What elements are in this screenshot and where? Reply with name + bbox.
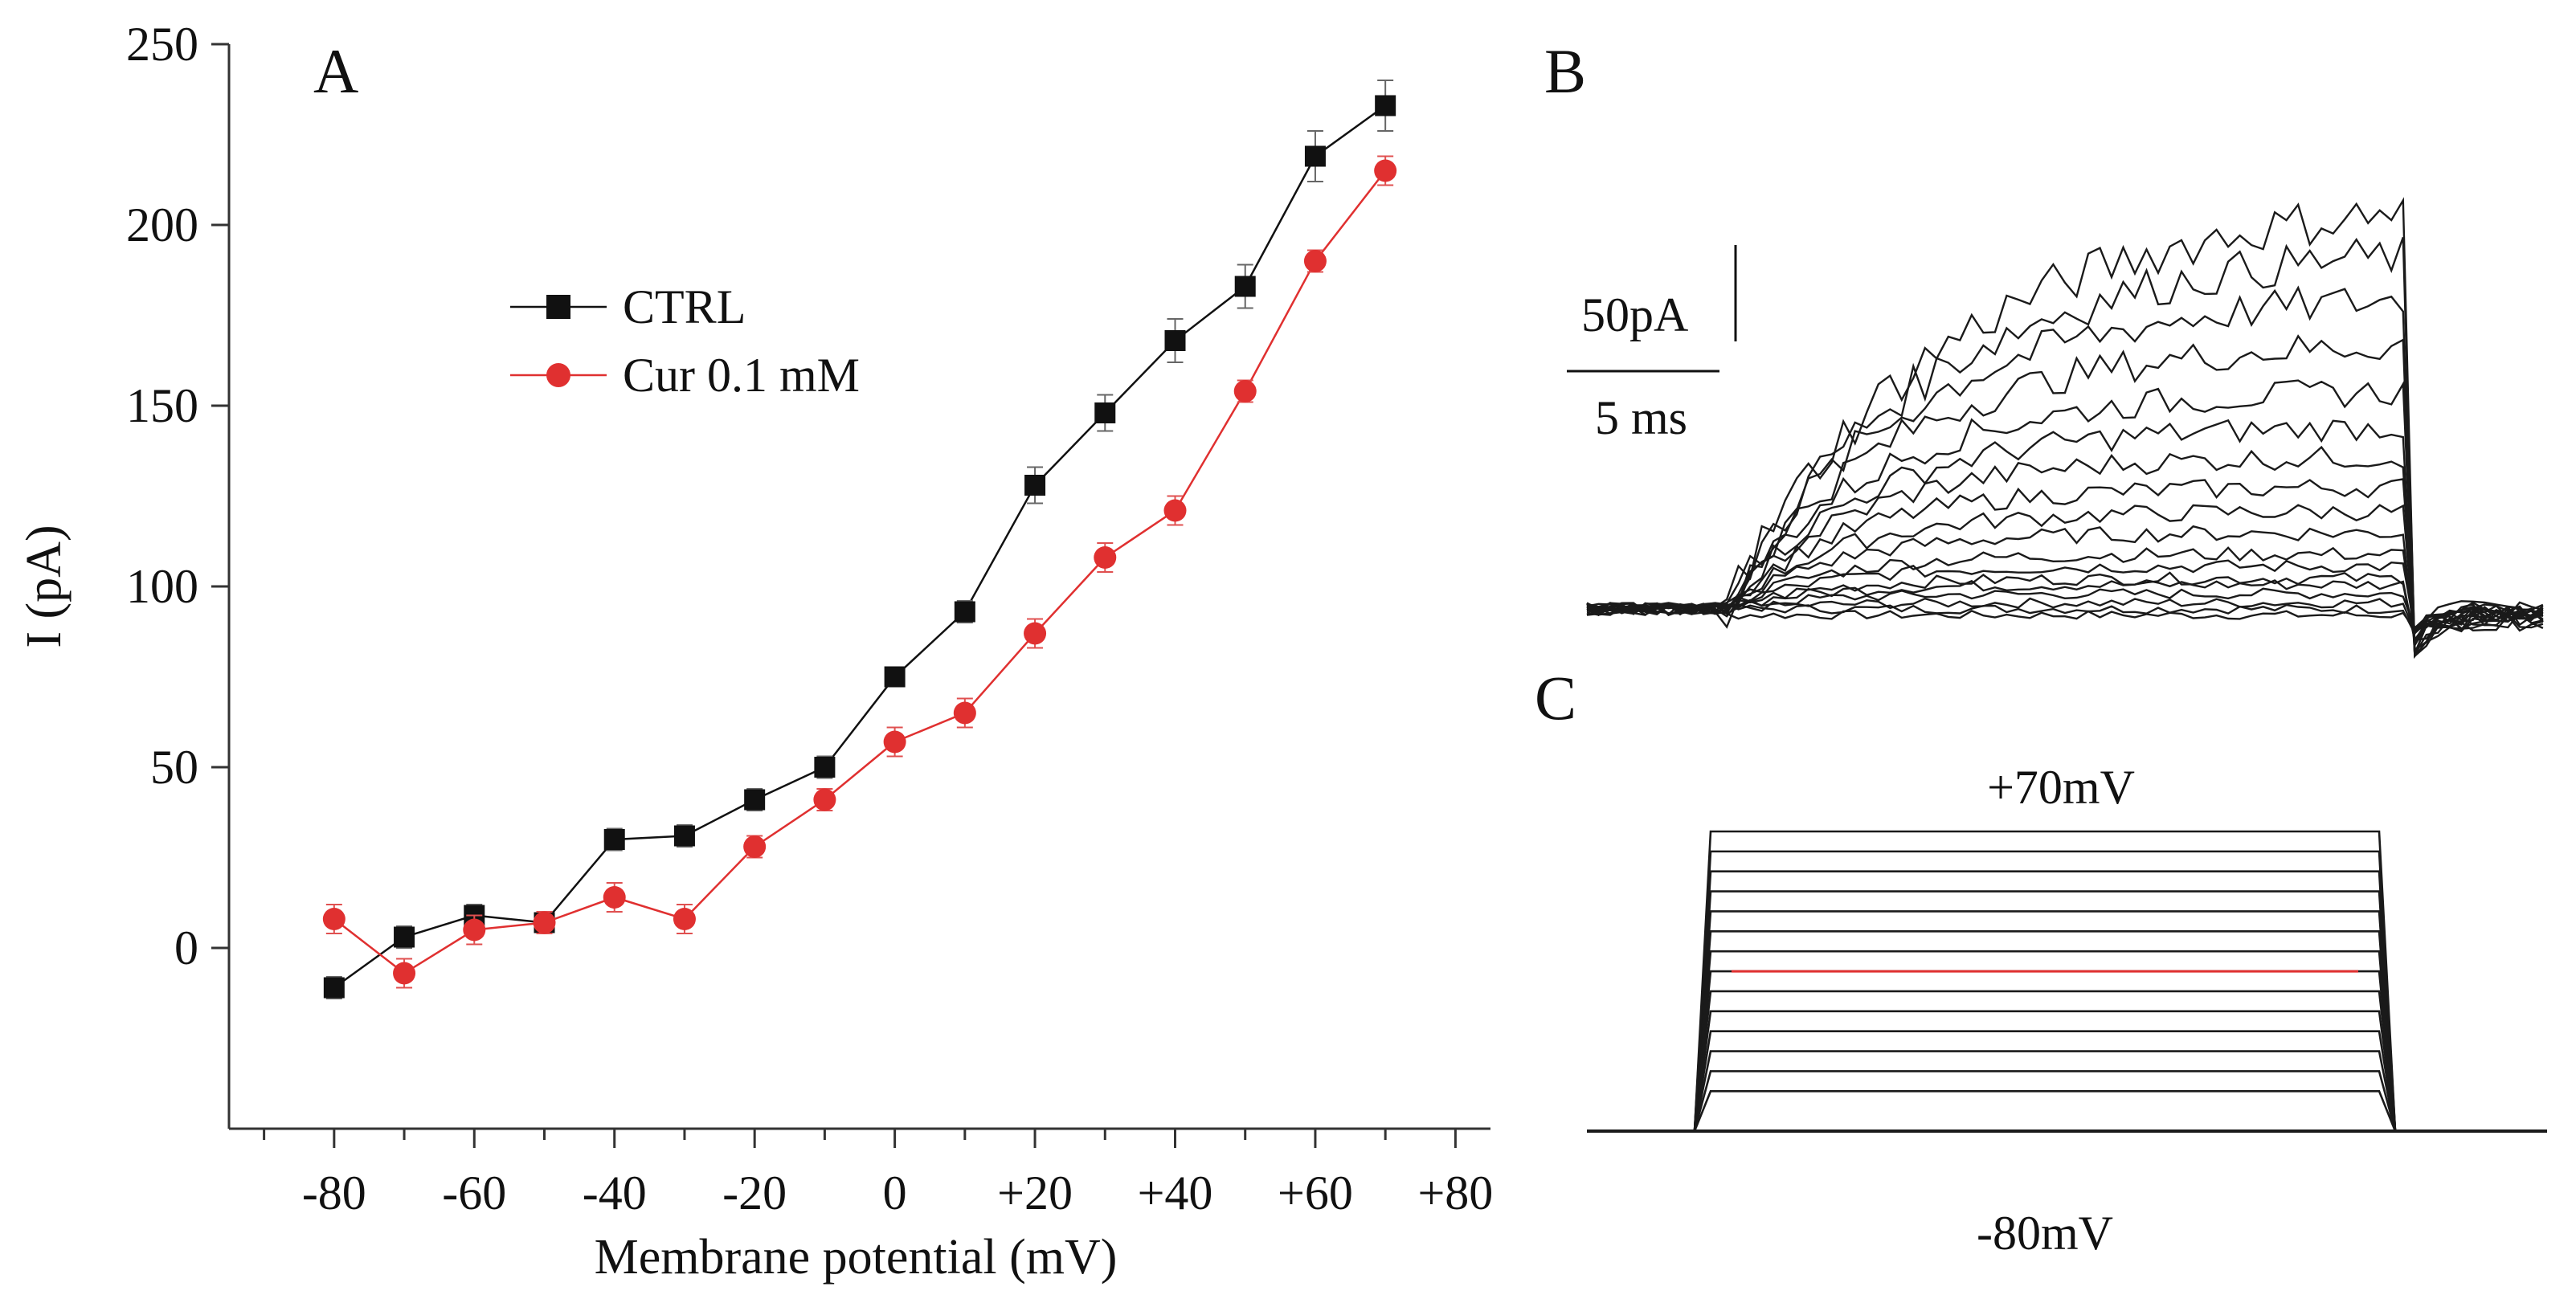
y-tick-label: 0: [174, 921, 198, 974]
data-point: [744, 790, 765, 811]
x-axis-label: Membrane potential (mV): [595, 1230, 1118, 1285]
data-point: [534, 912, 556, 934]
panel-a-iv-chart: 0 50 100 150 200 250 -80 -60 -40 -20 0 +20 +40 +60 +8…: [17, 18, 1493, 1285]
data-point: [885, 667, 906, 688]
protocol-bottom-label: -80mV: [1977, 1207, 2113, 1260]
legend-ctrl-label: CTRL: [623, 280, 746, 333]
voltage-step: [1587, 831, 2547, 1131]
protocol-top-label: +70mV: [1987, 761, 2135, 814]
data-point: [674, 826, 695, 847]
x-tick-label: 0: [883, 1166, 907, 1219]
y-tick-label: 200: [126, 198, 198, 251]
data-point: [884, 731, 906, 754]
data-point: [323, 908, 346, 930]
legend-cur-marker: [546, 363, 570, 387]
data-point: [954, 702, 976, 725]
panel-label-b: B: [1544, 36, 1586, 106]
voltage-step: [1587, 1031, 2547, 1131]
legend-ctrl-marker: [546, 295, 570, 319]
data-point: [673, 908, 696, 930]
panel-b-current-traces: B 50pA 5 ms: [1544, 36, 2543, 656]
panel-c-voltage-protocol: C +70mV -80mV: [1535, 663, 2547, 1260]
data-point: [1375, 96, 1396, 116]
x-tick-label: -20: [722, 1166, 787, 1219]
series-line: [334, 171, 1385, 974]
voltage-step: [1587, 951, 2547, 1131]
y-axis-ticks: 0 50 100 150 200 250: [126, 18, 229, 974]
y-tick-label: 50: [150, 741, 198, 794]
panel-label-c: C: [1535, 663, 1576, 733]
series-ctrl: [324, 80, 1396, 999]
figure-canvas: 0 50 100 150 200 250 -80 -60 -40 -20 0 +20 +40 +60 +8…: [0, 0, 2576, 1299]
data-point: [324, 978, 345, 999]
voltage-steps: [1587, 831, 2547, 1131]
data-point: [603, 886, 626, 909]
data-point: [1024, 475, 1045, 496]
legend: CTRL Cur 0.1 mM: [510, 280, 860, 402]
scale-bar: 50pA 5 ms: [1567, 245, 1736, 444]
voltage-step: [1587, 1071, 2547, 1131]
x-tick-label: +80: [1417, 1166, 1493, 1219]
data-point: [463, 919, 485, 942]
y-tick-label: 250: [126, 18, 198, 71]
data-point: [1235, 276, 1256, 297]
current-trace: [1587, 526, 2543, 645]
panel-label-a: A: [313, 36, 358, 106]
scale-bar-time-label: 5 ms: [1595, 391, 1687, 444]
y-axis-label: I (pA): [17, 525, 72, 647]
data-point: [394, 927, 415, 948]
data-point: [955, 602, 975, 623]
x-axis-ticks: -80 -60 -40 -20 0 +20 +40 +60 +80: [264, 1129, 1494, 1219]
y-tick-label: 100: [126, 560, 198, 613]
current-trace: [1587, 505, 2543, 642]
data-point: [1094, 402, 1115, 423]
x-tick-label: -80: [302, 1166, 366, 1219]
data-point: [1165, 330, 1186, 351]
x-tick-label: -40: [583, 1166, 647, 1219]
data-point: [814, 757, 835, 778]
current-trace: [1587, 237, 2543, 650]
x-tick-label: +40: [1138, 1166, 1213, 1219]
voltage-step: [1587, 1091, 2547, 1131]
voltage-step: [1587, 911, 2547, 1131]
data-point: [1374, 160, 1396, 182]
x-tick-label: +20: [997, 1166, 1073, 1219]
legend-cur-label: Cur 0.1 mM: [623, 349, 860, 402]
current-traces: [1587, 200, 2543, 656]
data-point: [1305, 146, 1326, 167]
x-tick-label: -60: [442, 1166, 506, 1219]
data-point: [393, 962, 415, 985]
data-point: [1024, 623, 1046, 645]
scale-bar-current-label: 50pA: [1581, 288, 1688, 341]
x-tick-label: +60: [1278, 1166, 1353, 1219]
data-point: [743, 835, 766, 858]
data-point: [1304, 250, 1327, 272]
data-point: [813, 789, 836, 811]
chart-series: [323, 80, 1396, 999]
y-tick-label: 150: [126, 379, 198, 432]
data-point: [604, 829, 625, 850]
data-point: [1234, 380, 1257, 402]
series-line: [334, 106, 1385, 988]
data-point: [1094, 546, 1116, 569]
data-point: [1164, 500, 1187, 522]
